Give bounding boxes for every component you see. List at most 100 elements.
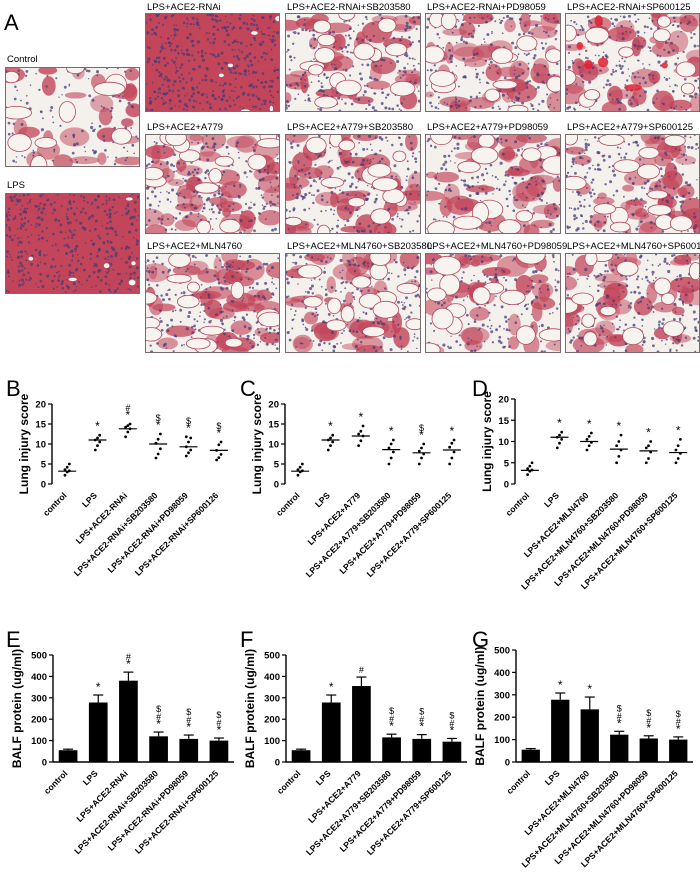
significance-mark: #: [186, 715, 191, 725]
data-point: [674, 448, 678, 452]
y-tick-label: 200: [31, 715, 47, 726]
y-axis-label: Lung injury score: [480, 391, 494, 492]
y-tick-label: 20: [35, 400, 46, 411]
data-point: [647, 457, 650, 460]
y-tick-label: 100: [264, 736, 280, 747]
bar: [610, 734, 629, 762]
data-point: [187, 440, 190, 444]
significance-mark: $: [617, 703, 622, 713]
data-point: [417, 449, 421, 453]
x-tick-label: LPS+ACE2-RNAi: [74, 768, 130, 824]
panel-label-g: G: [472, 627, 490, 652]
data-point: [98, 440, 102, 444]
data-point: [67, 462, 71, 466]
significance-mark: #: [419, 715, 424, 725]
significance-mark: *: [646, 721, 651, 735]
data-point: [217, 456, 221, 459]
y-tick-label: 400: [31, 672, 47, 683]
data-point: [187, 451, 190, 455]
significance-mark: *: [616, 419, 621, 433]
data-point: [617, 454, 621, 458]
micrograph-lps-ace2-rnai: [145, 13, 280, 112]
data-point: [560, 437, 564, 441]
data-point: [387, 446, 391, 450]
y-axis-label: BALF protein (ug/ml): [10, 649, 24, 768]
micrograph-label: LPS+ACE2-RNAi+SB203580: [287, 2, 411, 13]
data-point: [158, 432, 162, 436]
x-tick-label: LPS: [314, 768, 333, 787]
x-tick-label: LPS: [81, 768, 100, 787]
y-tick-label: 15: [35, 420, 46, 431]
y-axis-label: BALF protein (ug/ml): [243, 649, 257, 768]
x-tick-label: LPS: [542, 490, 561, 509]
y-axis-label: Lung injury score: [17, 393, 31, 494]
data-point: [644, 461, 648, 465]
data-point: [615, 461, 619, 465]
panel-label-b: B: [6, 376, 21, 401]
data-point: [420, 456, 423, 460]
significance-mark: *: [358, 410, 363, 424]
significance-mark: $: [676, 709, 681, 719]
significance-mark: *: [617, 716, 622, 730]
data-point: [331, 440, 335, 444]
data-point: [452, 438, 456, 442]
x-tick-label: LPS: [543, 768, 562, 787]
y-tick-label: 10: [498, 437, 509, 448]
y-tick-label: 400: [494, 668, 510, 679]
data-point: [154, 456, 158, 460]
x-tick-label: control: [274, 490, 302, 518]
micrograph-label: LPS+ACE2+MLN4760+PD98059: [427, 241, 568, 252]
data-point: [558, 433, 561, 437]
micrograph-lps-ace2-mln4760-pd98059: [425, 253, 561, 353]
micrograph-lps-ace2-a779-sp600125: [565, 134, 700, 234]
micrograph-label: LPS+ACE2-RNAi+PD98059: [427, 2, 546, 13]
chart-b: 0 5 10 15 20 Lung injury score control LPSLPS+A…: [17, 393, 228, 578]
significance-mark: $: [646, 708, 651, 718]
significance-mark: *: [96, 680, 101, 694]
micrograph-lps-ace2-mln4760-sp600125: [565, 253, 700, 353]
y-tick-label: 100: [494, 735, 510, 746]
data-point: [422, 442, 426, 446]
data-point: [420, 446, 423, 450]
significance-mark: *: [186, 720, 191, 734]
x-tick-label: LPS+ACE2-RNAi: [74, 490, 130, 546]
micrograph-lps: [5, 193, 140, 294]
micrograph-lps-ace2-a779-sb203580: [285, 134, 421, 234]
x-tick-label: control: [41, 490, 69, 518]
significance-mark: *: [419, 720, 424, 734]
panel-label-f: F: [240, 627, 254, 652]
micrograph-lps-ace2-rnai-pd98059: [425, 13, 561, 112]
data-point: [326, 448, 330, 452]
data-point: [124, 425, 128, 429]
significance-mark: *: [449, 424, 454, 438]
data-point: [184, 454, 188, 458]
significance-mark: *: [217, 723, 222, 737]
bar: [412, 738, 432, 762]
significance-mark: *: [125, 408, 130, 422]
significance-mark: #: [216, 718, 221, 728]
data-point: [217, 443, 221, 447]
micrograph-control: [5, 67, 140, 167]
data-point: [450, 456, 454, 460]
y-tick-label: 300: [494, 690, 510, 701]
x-tick-label: LPS: [313, 490, 332, 509]
data-point: [587, 435, 591, 438]
bar: [88, 702, 108, 762]
micrograph-lps-ace2-a779: [145, 134, 280, 234]
significance-mark: *: [156, 418, 161, 432]
y-axis-label: Lung injury score: [250, 393, 264, 494]
data-point: [98, 433, 102, 437]
micrograph-label: LPS+ACE2+MLN4760+SP600125: [567, 241, 700, 252]
data-point: [65, 465, 69, 469]
micrograph-label: LPS+ACE2+MLN4760+SB203580: [287, 241, 432, 252]
significance-mark: *: [646, 426, 651, 440]
significance-mark: $: [156, 704, 161, 714]
data-point: [526, 473, 530, 477]
micrograph-label: LPS+ACE2-RNAi+SP600125: [567, 2, 691, 13]
data-point: [93, 448, 97, 452]
data-point: [589, 431, 593, 435]
y-tick-label: 0: [41, 480, 46, 491]
data-point: [530, 461, 534, 465]
